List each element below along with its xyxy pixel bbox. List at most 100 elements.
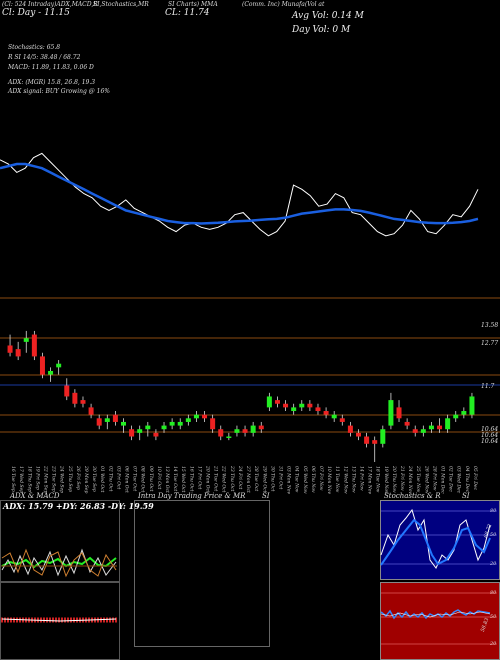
candle-body [339,418,345,422]
rsi-value: R SI 14/5: 38.48 / 68.72 [8,54,81,61]
intraday-title: Intra Day Trading Price & MR [138,492,246,500]
price-line [0,152,479,237]
date-label: 08 Wed Oct [140,466,146,493]
price-label-1: 13.58 [481,322,499,329]
candle-body [161,425,167,430]
date-label: 01 Mon Dec [440,466,446,494]
date-label: 03 Fri Oct [115,466,121,490]
date-label: 12 Wed Nov [342,466,348,494]
candle-body [153,432,159,437]
candle-body [469,396,475,415]
header-adx-macd: (Cl: 524 Intraday)ADX,MACD,R [2,1,98,8]
candle-body [193,414,199,419]
adx-macd-title: ADX & MACD [10,492,60,500]
date-label: 05 Wed Nov [302,466,308,494]
candle-body [291,407,297,412]
candle-body [323,411,329,415]
macd-value: MACD: 11.89, 11.83, 0.06 D [8,64,94,71]
stochastics-panel [380,500,500,580]
candle-body [145,425,151,430]
price-label-2: 12.77 [481,340,499,347]
candle-body [315,407,321,412]
date-label: 28 Tue Oct [253,465,259,491]
date-label: 06 Thu Nov [310,466,316,493]
candle-body [15,349,21,357]
price-label-3: 11.7 [481,383,495,390]
date-label: 26 Fri Sep [75,465,81,490]
candle-body [137,429,143,433]
price-grid [0,297,500,433]
date-label: 06 Mon Oct [124,466,130,493]
date-label: 18 Thu Sep [26,466,32,492]
candle-body [404,421,410,426]
date-label: 13 Mon Oct [164,466,170,493]
date-label: 30 Thu Oct [269,466,275,492]
date-label: 31 Fri Oct [277,466,283,490]
candle-body [72,392,78,404]
date-label: 03 Wed Dec [456,466,462,494]
date-label: 24 Wed Sep [59,465,65,493]
date-label: 22 Wed Oct [221,465,227,493]
date-label: 16 Tue Sep [10,466,16,492]
candle-body [250,425,256,433]
stoch-axis-80: 80 [490,508,497,514]
adx-signal: ADX signal: BUY Growing @ 16% [8,88,110,95]
candle-body [437,425,443,430]
candle-body [96,418,102,426]
rsi-axis-50: 50 [490,614,497,620]
candle-body [461,411,467,415]
date-label: 01 Wed Oct [99,466,105,493]
date-label: 20 Mon Oct [205,465,211,493]
candle-body [185,418,191,422]
candle-body [266,396,272,408]
candle-body [48,370,54,375]
stoch-axis-50: 50 [490,532,497,538]
date-label: 17 Wed Sep [18,466,24,493]
date-label: 30 Tue Sep [91,466,97,492]
stochastics-value: Stochastics: 65.8 [8,44,61,51]
macd-panel [0,582,120,660]
candle-body [121,421,126,426]
date-label: 03 Mon Nov [286,466,292,494]
candle-body [202,414,208,419]
candle-body [210,418,216,430]
date-label: 05 Fri Dec [472,466,478,491]
date-label: 17 Fri Oct [196,466,202,490]
candle-body [64,385,70,397]
intraday-si-label: SI [262,492,270,500]
candle-body [364,436,370,444]
date-label: 07 Tue Oct [132,466,138,491]
candle-body [80,400,86,404]
adx-values: ADX: 15.79 +DY: 26.83 -DY: 19.59 [3,501,154,511]
date-label: 07 Fri Nov [318,466,324,491]
candle-body [23,338,29,342]
candle-body [274,400,280,404]
candle-body [39,356,45,375]
date-label: 28 Fri Nov [431,465,437,491]
date-label: 10 Fri Oct [156,466,162,490]
price-label-5: 10.64 [481,432,499,439]
header-stochastics: SI,Stochastics,MR [93,1,149,8]
candle-body [218,429,224,437]
candle-body [234,429,240,433]
date-label: 04 Tue Nov [294,466,300,493]
candle-body [283,403,289,408]
date-label: 29 Mon Sep [83,465,89,494]
stochastics-title: Stochastics & R [384,492,441,500]
candle-body [31,334,37,357]
candle-body [428,425,434,430]
date-label: 02 Thu Oct [107,466,113,492]
stochastics-si-label: SI [462,492,470,500]
date-label: 21 Tue Oct [213,465,219,491]
candle-body [356,432,361,437]
price-label-4: 10.64 [481,426,499,433]
candle-body [331,414,337,419]
rsi-axis-20: 20 [490,641,497,647]
date-label: 22 Mon Sep [42,465,48,494]
candle-body [420,429,426,433]
date-label: 16 Thu Oct [188,466,194,492]
date-label: 26 Wed Nov [423,465,429,494]
date-label: 09 Thu Oct [148,466,154,492]
header-munafa: (Comm. Inc) Munafa(Vol at [242,1,325,8]
price-line-chart [0,152,479,237]
